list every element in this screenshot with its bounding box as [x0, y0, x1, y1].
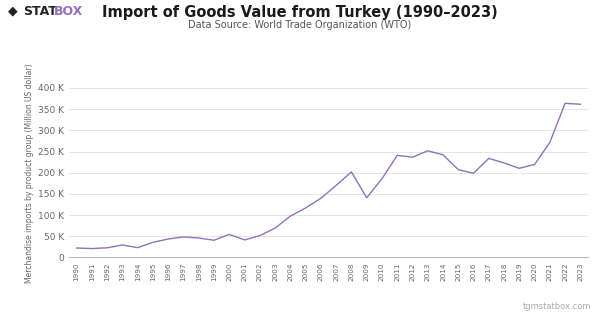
Text: Import of Goods Value from Turkey (1990–2023): Import of Goods Value from Turkey (1990–… — [102, 5, 498, 20]
Text: Data Source: World Trade Organization (WTO): Data Source: World Trade Organization (W… — [188, 20, 412, 30]
Text: STAT: STAT — [23, 5, 56, 18]
Text: ◆: ◆ — [8, 5, 17, 18]
Text: tgmstatbox.com: tgmstatbox.com — [523, 302, 591, 311]
Text: BOX: BOX — [53, 5, 83, 18]
Y-axis label: Merchandise imports by product group (Million US dollar): Merchandise imports by product group (Mi… — [25, 63, 34, 283]
